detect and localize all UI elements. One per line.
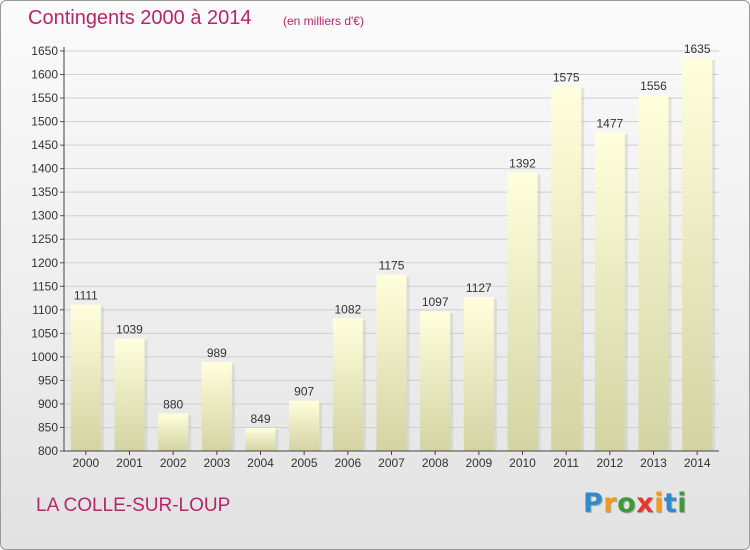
bar xyxy=(682,58,713,451)
y-tick-label: 1200 xyxy=(31,256,58,270)
bar-value-label: 989 xyxy=(207,346,227,360)
bar-value-label: 849 xyxy=(250,412,270,426)
bar-value-label: 1082 xyxy=(334,302,361,316)
chart-title: Contingents 2000 à 2014 xyxy=(28,7,252,29)
bar-value-label: 1392 xyxy=(509,156,536,170)
y-tick-label: 1450 xyxy=(31,138,58,152)
x-tick-label: 2001 xyxy=(116,456,143,470)
bar-value-label: 1127 xyxy=(466,281,492,295)
x-tick-label: 2000 xyxy=(72,456,99,470)
bar-value-label: 1635 xyxy=(684,42,711,56)
x-tick-label: 2006 xyxy=(334,456,361,470)
bar xyxy=(332,318,363,451)
bar xyxy=(638,95,669,451)
y-tick-label: 850 xyxy=(38,420,58,434)
bar-value-label: 1111 xyxy=(74,289,98,303)
y-tick-label: 1500 xyxy=(31,115,58,129)
location-name: LA COLLE-SUR-LOUP xyxy=(36,495,231,516)
bar xyxy=(420,311,451,451)
bar xyxy=(158,413,189,451)
bar xyxy=(201,362,232,451)
x-tick-label: 2009 xyxy=(465,456,492,470)
y-tick-label: 1300 xyxy=(31,209,58,223)
y-tick-label: 1150 xyxy=(32,279,58,293)
y-tick-label: 1050 xyxy=(31,326,58,340)
y-tick-label: 1600 xyxy=(31,68,58,82)
x-tick-label: 2003 xyxy=(203,456,230,470)
x-tick-label: 2002 xyxy=(160,456,187,470)
logo-letter: i xyxy=(654,488,664,519)
logo-letter: o xyxy=(617,488,637,519)
logo-letter: t xyxy=(663,488,678,519)
logo-letter: P xyxy=(583,488,604,519)
bar xyxy=(463,297,494,451)
bar xyxy=(594,132,625,452)
bar xyxy=(376,274,407,451)
x-tick-label: 2012 xyxy=(596,456,623,470)
chart-subtitle: (en milliers d'€) xyxy=(283,14,364,28)
bar xyxy=(114,338,145,451)
y-tick-label: 1650 xyxy=(31,44,58,58)
y-tick-label: 1350 xyxy=(31,185,58,199)
bar xyxy=(551,86,582,451)
bar xyxy=(245,427,276,451)
bar-value-label: 1097 xyxy=(422,295,449,309)
x-tick-label: 2010 xyxy=(509,456,536,470)
logo-letter: i xyxy=(677,488,688,519)
y-tick-label: 800 xyxy=(38,444,58,458)
bars xyxy=(70,58,716,452)
logo-letter: r xyxy=(603,488,618,519)
bar-value-label: 1175 xyxy=(379,259,405,273)
x-tick-label: 2014 xyxy=(684,456,711,470)
bar-value-label: 1556 xyxy=(640,79,667,93)
value-labels: 1111 1039 880 989 849 907 1082 1175 1097 1127 1392… xyxy=(74,42,711,426)
bar xyxy=(289,400,320,451)
logo-letter: x xyxy=(636,488,655,519)
bar-value-label: 907 xyxy=(294,385,314,399)
proxiti-logo[interactable]: Proxiti xyxy=(583,488,687,519)
x-tick-label: 2011 xyxy=(553,456,579,470)
y-tick-label: 1000 xyxy=(31,350,58,364)
y-tick-label: 1100 xyxy=(32,303,58,317)
x-tick-label: 2013 xyxy=(640,456,667,470)
x-tick-label: 2004 xyxy=(247,456,274,470)
y-tick-label: 1400 xyxy=(31,162,58,176)
y-tick-label: 900 xyxy=(38,397,58,411)
bar-value-label: 880 xyxy=(163,397,183,411)
axes: 800 850 900 950 1000 1050 1100 1150 1200 1250 1300… xyxy=(31,44,719,470)
x-tick-label: 2008 xyxy=(422,456,449,470)
bar-value-label: 1575 xyxy=(553,70,580,84)
bar-value-label: 1039 xyxy=(116,323,143,337)
y-tick-label: 1250 xyxy=(31,232,58,246)
x-tick-label: 2005 xyxy=(291,456,318,470)
y-tick-label: 950 xyxy=(38,373,58,387)
bar xyxy=(507,172,538,452)
bar xyxy=(70,304,101,451)
y-tick-label: 1550 xyxy=(31,91,58,105)
bar-value-label: 1477 xyxy=(596,116,623,130)
x-tick-label: 2007 xyxy=(378,456,405,470)
